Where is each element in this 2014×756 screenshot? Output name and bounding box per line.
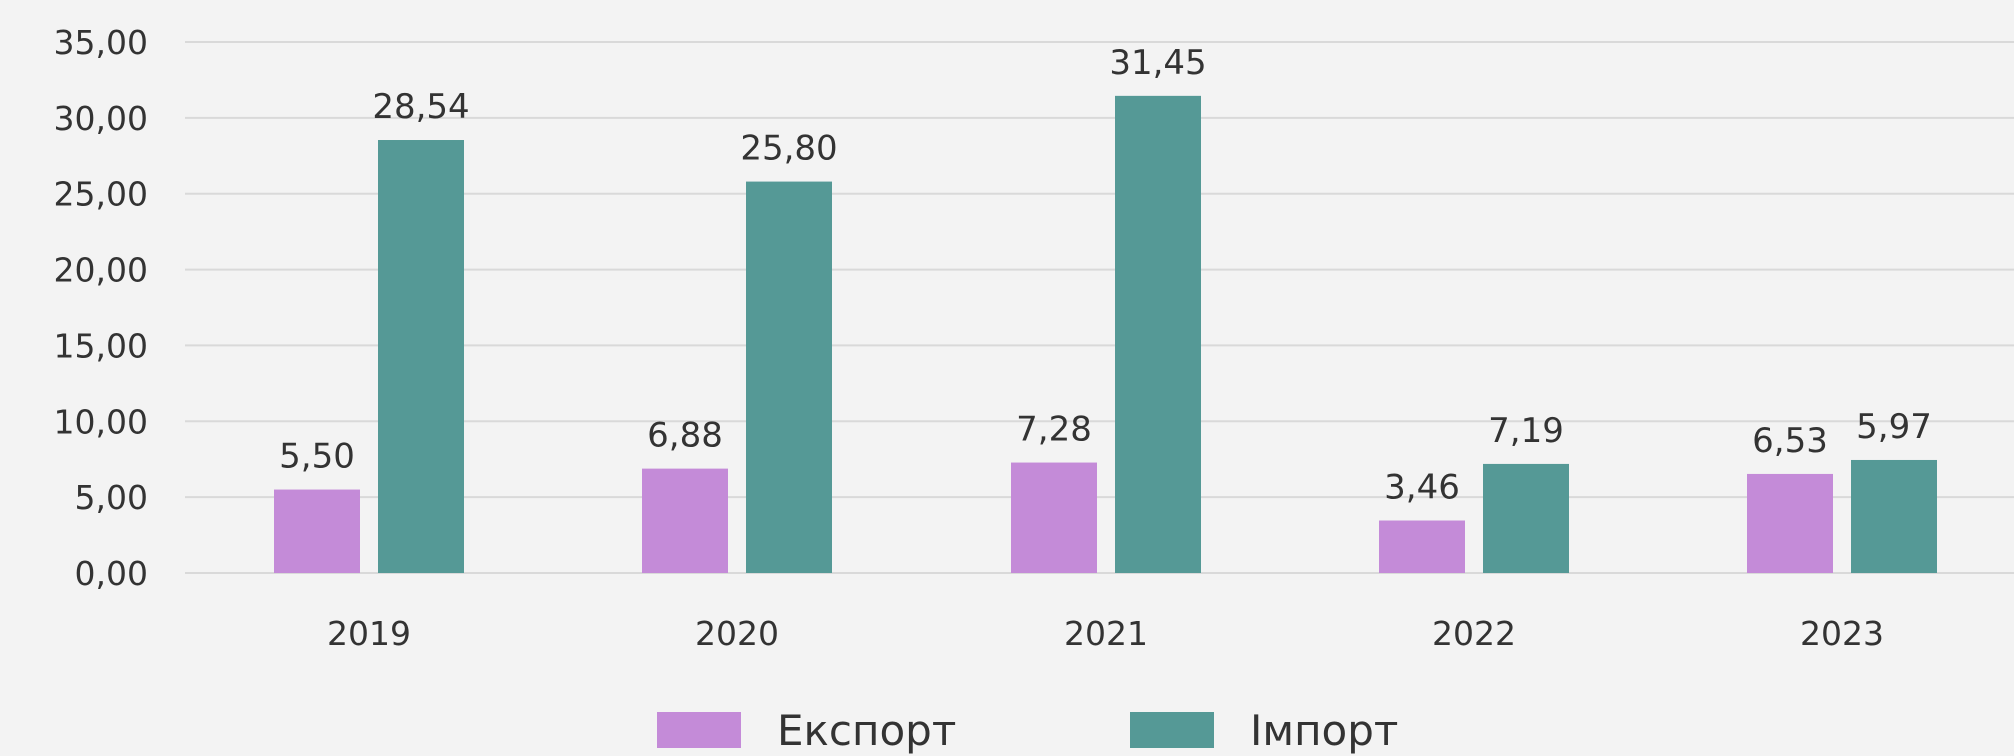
data-label: 6,88: [647, 416, 723, 456]
legend[interactable]: Експорт Імпорт: [657, 706, 1398, 755]
bars: [274, 95, 1937, 573]
y-tick-label: 25,00: [54, 175, 148, 214]
y-tick-label: 30,00: [54, 99, 148, 138]
data-label: 3,46: [1384, 468, 1460, 508]
y-tick-label: 20,00: [54, 251, 148, 290]
bar-import-2023[interactable]: [1851, 459, 1937, 573]
legend-swatch: [1130, 712, 1214, 748]
gridlines: [185, 41, 2014, 574]
x-tick-label: 2020: [695, 614, 779, 653]
data-labels: 5,50 6,88 7,28 3,46 6,53 28,54 25,80 31,45 7,19 5…: [279, 43, 1932, 508]
legend-item-export[interactable]: Експорт: [657, 706, 956, 755]
legend-label: Експорт: [777, 706, 956, 755]
data-label: 5,50: [279, 437, 355, 477]
y-tick-label: 10,00: [54, 402, 148, 441]
bar-import-2020[interactable]: [746, 181, 832, 573]
data-label: 5,97: [1856, 407, 1932, 447]
y-tick-label: 15,00: [54, 326, 148, 365]
y-tick-label: 5,00: [75, 478, 148, 517]
bar-import-2022[interactable]: [1483, 463, 1569, 573]
bar-export-2019[interactable]: [274, 489, 360, 573]
data-label: 25,80: [740, 129, 837, 169]
x-axis: 2019 2020 2021 2022 2023: [327, 614, 1884, 653]
legend-item-import[interactable]: Імпорт: [1130, 706, 1398, 755]
y-tick-label: 0,00: [75, 554, 148, 593]
bar-export-2020[interactable]: [642, 468, 728, 573]
y-tick-label: 35,00: [54, 23, 148, 62]
x-tick-label: 2023: [1800, 614, 1884, 653]
data-label: 7,28: [1016, 410, 1092, 450]
x-tick-label: 2019: [327, 614, 411, 653]
y-axis: 0,00 5,00 10,00 15,00 20,00 25,00 30,00 35,00: [54, 23, 148, 593]
bar-export-2021[interactable]: [1011, 462, 1097, 573]
bar-import-2019[interactable]: [378, 140, 464, 573]
data-label: 7,19: [1488, 411, 1564, 451]
legend-swatch: [657, 712, 741, 748]
data-label: 6,53: [1752, 421, 1828, 461]
data-label: 28,54: [372, 87, 469, 127]
legend-label: Імпорт: [1250, 706, 1398, 755]
bar-export-2023[interactable]: [1747, 473, 1833, 573]
x-tick-label: 2022: [1432, 614, 1516, 653]
bar-import-2021[interactable]: [1115, 95, 1201, 573]
data-label: 31,45: [1109, 43, 1206, 83]
x-tick-label: 2021: [1064, 614, 1148, 653]
bar-export-2022[interactable]: [1379, 520, 1465, 573]
